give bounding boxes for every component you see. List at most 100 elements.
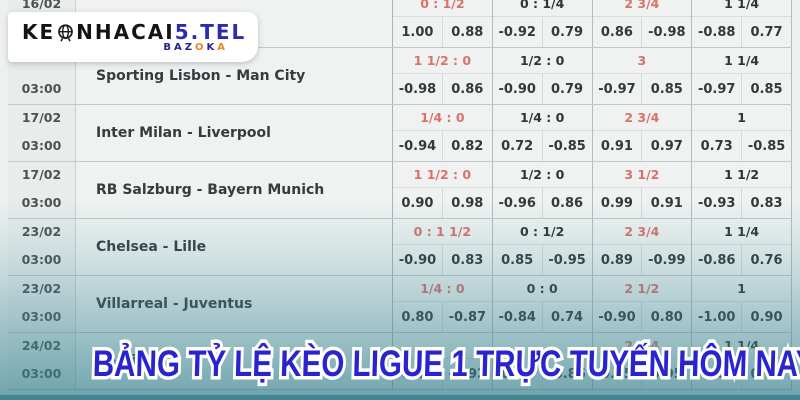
odds-cell[interactable]: 0.80	[393, 302, 443, 332]
odds-group: 2 1/2 -0.90 0.80	[592, 276, 693, 332]
handicap-label: 0 : 1/2	[492, 219, 592, 245]
odds-cell[interactable]: 0.90	[750, 309, 783, 325]
odds-cell[interactable]: -0.90	[393, 245, 443, 275]
odds-cell[interactable]: 0.76	[750, 252, 783, 268]
logo-tagline-segment: K	[206, 42, 218, 53]
match-name[interactable]: Villarreal - Juventus	[76, 276, 393, 332]
odds-cell[interactable]: 0.88	[451, 24, 484, 40]
match-name[interactable]: Inter Milan - Liverpool	[76, 105, 393, 161]
odds-cell[interactable]: 0.85	[493, 245, 543, 275]
odds-groups: 0 : 1/2 1.00 0.88 0 : 1/4 -0.92 0.79 2 3…	[393, 0, 792, 47]
handicap-label: 1 1/4	[692, 0, 791, 17]
odds-cell[interactable]: 0.85	[750, 81, 783, 97]
odds-group: 2 3/4 0.91 0.97	[592, 105, 693, 161]
odds-cell[interactable]: 0.79	[551, 24, 584, 40]
odds-cell[interactable]: 0.86	[593, 17, 643, 47]
odds-cell[interactable]: 0.77	[750, 24, 783, 40]
logo-tagline-bazoka: BAZOKA	[22, 42, 258, 54]
odds-cell[interactable]: -1.00	[692, 302, 743, 332]
odds-cell[interactable]: 0.73	[692, 131, 743, 161]
site-logo-card[interactable]: KE NHACAI 5.TEL BAZOKA	[8, 12, 258, 62]
odds-cell[interactable]: -0.97	[593, 74, 643, 104]
match-date: 17/02	[21, 167, 62, 183]
handicap-label: 1	[692, 276, 791, 302]
match-time: 03:00	[21, 252, 62, 268]
odds-cell[interactable]: -0.95	[548, 252, 586, 268]
odds-cell[interactable]: -0.85	[747, 138, 786, 154]
odds-cell[interactable]: -0.84	[493, 302, 543, 332]
match-time: 03:00	[21, 309, 62, 325]
odds-cell[interactable]: -0.88	[692, 17, 743, 47]
odds-cell[interactable]: -0.94	[393, 131, 443, 161]
odds-cell[interactable]: 0.82	[451, 138, 484, 154]
odds-cell[interactable]: 0.89	[593, 245, 643, 275]
odds-group: 0 : 1/2 0.85 -0.95	[492, 219, 593, 275]
odds-cell[interactable]: 0.97	[650, 138, 683, 154]
odds-group: 3 1/2 0.99 0.91	[592, 162, 693, 218]
odds-group: 1/2 : 0 -0.90 0.79	[492, 48, 593, 104]
odds-cell[interactable]: -0.99	[648, 252, 686, 268]
odds-cell[interactable]: -0.96	[493, 188, 543, 218]
odds-groups: 0 : 1 1/2 -0.90 0.83 0 : 1/2 0.85 -0.95 …	[393, 219, 792, 275]
odds-cell[interactable]: 0.79	[551, 81, 584, 97]
handicap-label: 1/4 : 0	[393, 105, 492, 131]
odds-group: 0 : 0 -0.84 0.74	[492, 276, 593, 332]
odds-group: 1 1/4 -0.97 0.85	[692, 48, 792, 104]
match-time: 03:00	[21, 81, 62, 97]
match-row: 23/02 03:00 Chelsea - Lille 0 : 1 1/2 -0…	[8, 219, 792, 276]
odds-cell[interactable]: 0.86	[551, 195, 584, 211]
handicap-label: 1/4 : 0	[393, 276, 492, 302]
odds-cell[interactable]: -0.92	[493, 17, 543, 47]
odds-group: 0 : 1 1/2 -0.90 0.83	[393, 219, 493, 275]
logo-tagline-segment: O	[194, 42, 207, 53]
odds-cell[interactable]: 0.99	[593, 188, 643, 218]
odds-cell[interactable]: -0.98	[648, 24, 686, 40]
odds-group: 2 3/4 0.89 -0.99	[592, 219, 693, 275]
odds-group: 2 3/4 0.86 -0.98	[592, 0, 693, 47]
handicap-label: 0 : 1 1/2	[393, 219, 492, 245]
odds-cell[interactable]: -0.90	[493, 74, 543, 104]
match-time: 03:00	[21, 138, 62, 154]
odds-cell[interactable]: -0.97	[692, 74, 743, 104]
handicap-label: 1 1/2	[692, 162, 791, 188]
handicap-label: 1/2 : 0	[492, 48, 592, 74]
bottom-edge-strip	[0, 395, 800, 400]
logo-text-5tel: 5.TEL	[174, 20, 247, 44]
odds-group: 1/4 : 0 -0.94 0.82	[393, 105, 493, 161]
logo-tagline-segment: BAZ	[163, 42, 195, 53]
odds-cell[interactable]: -0.87	[448, 309, 487, 325]
handicap-label: 1 1/4	[692, 48, 791, 74]
odds-group: 0 : 1/4 -0.92 0.79	[492, 0, 593, 47]
site-logo: KE NHACAI 5.TEL	[22, 22, 258, 42]
odds-cell[interactable]: 0.91	[593, 131, 643, 161]
odds-cell[interactable]: 0.85	[650, 81, 683, 97]
odds-group: 1 1/2 : 0 -0.98 0.86	[393, 48, 493, 104]
odds-cell[interactable]: 0.86	[451, 81, 484, 97]
match-name[interactable]: Chelsea - Lille	[76, 219, 393, 275]
odds-cell[interactable]: -0.86	[692, 245, 743, 275]
odds-cell[interactable]: -0.98	[393, 74, 443, 104]
handicap-label: 2 3/4	[592, 105, 692, 131]
odds-cell[interactable]: 0.91	[650, 195, 683, 211]
odds-cell[interactable]: 0.83	[451, 252, 484, 268]
odds-cell[interactable]: 0.74	[551, 309, 584, 325]
odds-cell[interactable]: 0.83	[750, 195, 783, 211]
date-cell: 17/02 03:00	[8, 105, 76, 161]
odds-cell[interactable]: 0.72	[493, 131, 543, 161]
date-cell: 17/02 03:00	[8, 162, 76, 218]
handicap-label: 3 1/2	[592, 162, 692, 188]
odds-cell[interactable]: 0.98	[451, 195, 484, 211]
odds-group: 1/4 : 0 0.72 -0.85	[492, 105, 593, 161]
odds-groups: 1 1/2 : 0 0.90 0.98 1/2 : 0 -0.96 0.86 3…	[393, 162, 792, 218]
handicap-label: 3	[592, 48, 692, 74]
odds-cell[interactable]: -0.90	[593, 302, 643, 332]
handicap-label: 2 1/2	[592, 276, 692, 302]
odds-cell[interactable]: 0.90	[393, 188, 443, 218]
odds-cell[interactable]: 0.80	[650, 309, 683, 325]
odds-cell[interactable]: 1.00	[393, 17, 443, 47]
handicap-label: 1 1/4	[692, 219, 791, 245]
odds-cell[interactable]: -0.93	[692, 188, 743, 218]
odds-cell[interactable]: -0.85	[548, 138, 586, 154]
match-name[interactable]: RB Salzburg - Bayern Munich	[76, 162, 393, 218]
